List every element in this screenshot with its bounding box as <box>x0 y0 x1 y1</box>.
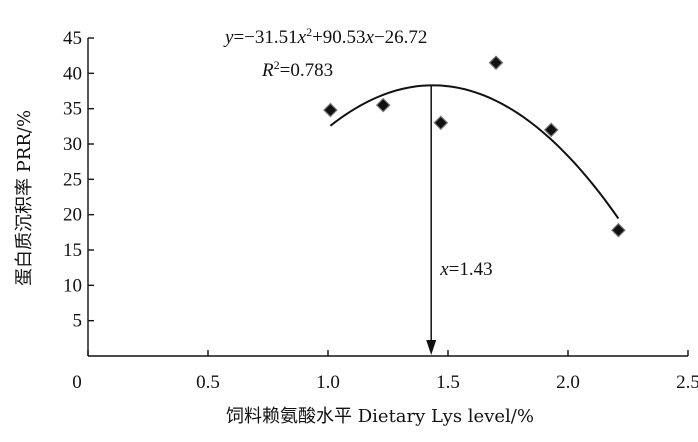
y-tick-label: 35 <box>63 99 82 120</box>
y-tick-label: 5 <box>73 311 83 332</box>
data-point <box>488 55 504 71</box>
data-points <box>323 55 626 238</box>
y-tick-label: 30 <box>63 134 82 155</box>
x-tick-label: 1.0 <box>316 372 340 393</box>
y-axis-title: 蛋白质沉积率 PRR/% <box>14 110 35 286</box>
y-axis: 5 10 15 20 25 30 35 40 45 <box>63 28 94 356</box>
x-tick-label: 0.5 <box>196 372 220 393</box>
y-tick-label: 45 <box>63 28 82 49</box>
x-tick-label: 0 <box>72 372 82 393</box>
optimum-label: x=1.43 <box>439 259 492 280</box>
y-tick-label: 40 <box>63 63 82 84</box>
x-axis-title: 饲料赖氨酸水平 Dietary Lys level/% <box>226 406 534 427</box>
y-tick-label: 20 <box>63 205 82 226</box>
data-point <box>323 102 338 118</box>
fit-curve <box>329 84 620 220</box>
r-squared-label: R2=0.783 <box>261 58 333 81</box>
y-tick-label: 10 <box>63 275 82 296</box>
y-tick-label: 25 <box>63 169 82 190</box>
y-tick-group: 5 10 15 20 25 30 35 40 45 <box>63 28 94 332</box>
y-tick-label: 15 <box>63 240 82 261</box>
data-point <box>433 115 449 131</box>
x-tick-label: 1.5 <box>436 372 460 393</box>
data-point <box>543 122 559 138</box>
optimum-arrowhead <box>426 340 437 355</box>
x-tick-label: 2.0 <box>556 372 580 393</box>
x-tick-group: 0 0.5 1.0 1.5 2.0 2.5 <box>72 350 698 393</box>
data-point <box>611 222 626 238</box>
x-tick-label: 2.5 <box>676 372 698 393</box>
x-axis: 0 0.5 1.0 1.5 2.0 2.5 <box>72 350 698 393</box>
equation-label: y=−31.51x2+90.53x−26.72 <box>223 25 427 48</box>
data-point <box>375 97 391 113</box>
